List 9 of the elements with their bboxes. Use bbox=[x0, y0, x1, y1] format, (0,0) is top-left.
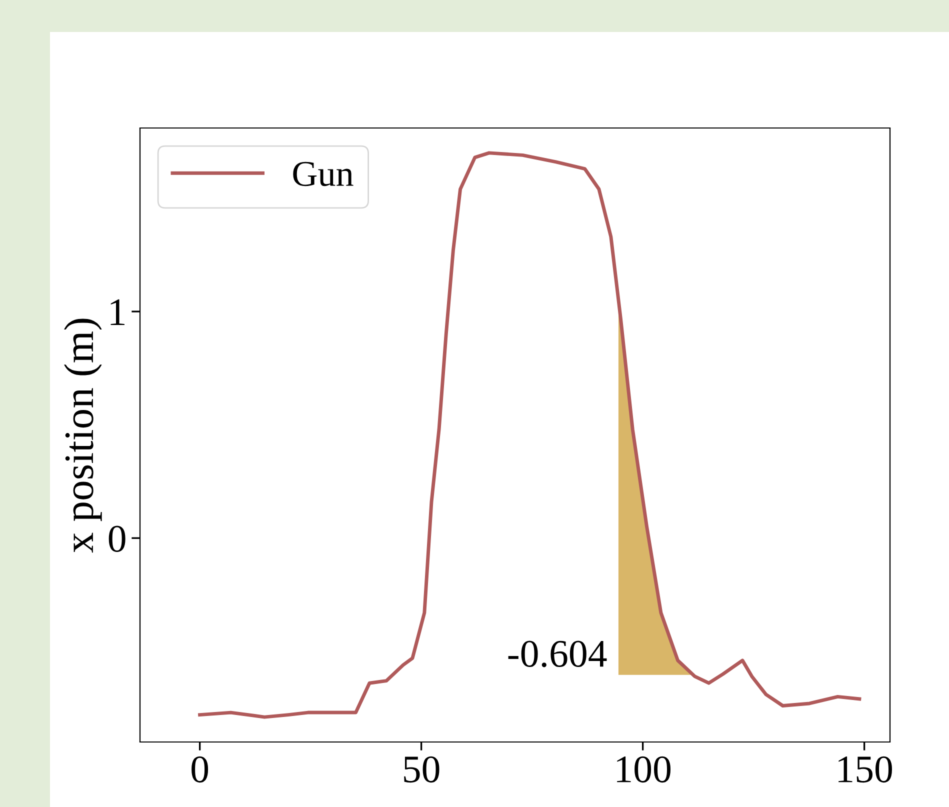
y-axis-title: x position (m) bbox=[64, 318, 102, 553]
line-series bbox=[198, 151, 862, 719]
x-tick-label: 150 bbox=[838, 756, 892, 783]
annotation: -0.604 bbox=[508, 640, 607, 668]
x-tick-label: 100 bbox=[617, 756, 670, 783]
x-tick-label: 0 bbox=[192, 756, 208, 783]
x-tick-label: 50 bbox=[404, 756, 440, 783]
y-tick-label: 1 bbox=[110, 299, 124, 326]
legend-label: Gun bbox=[293, 162, 354, 186]
